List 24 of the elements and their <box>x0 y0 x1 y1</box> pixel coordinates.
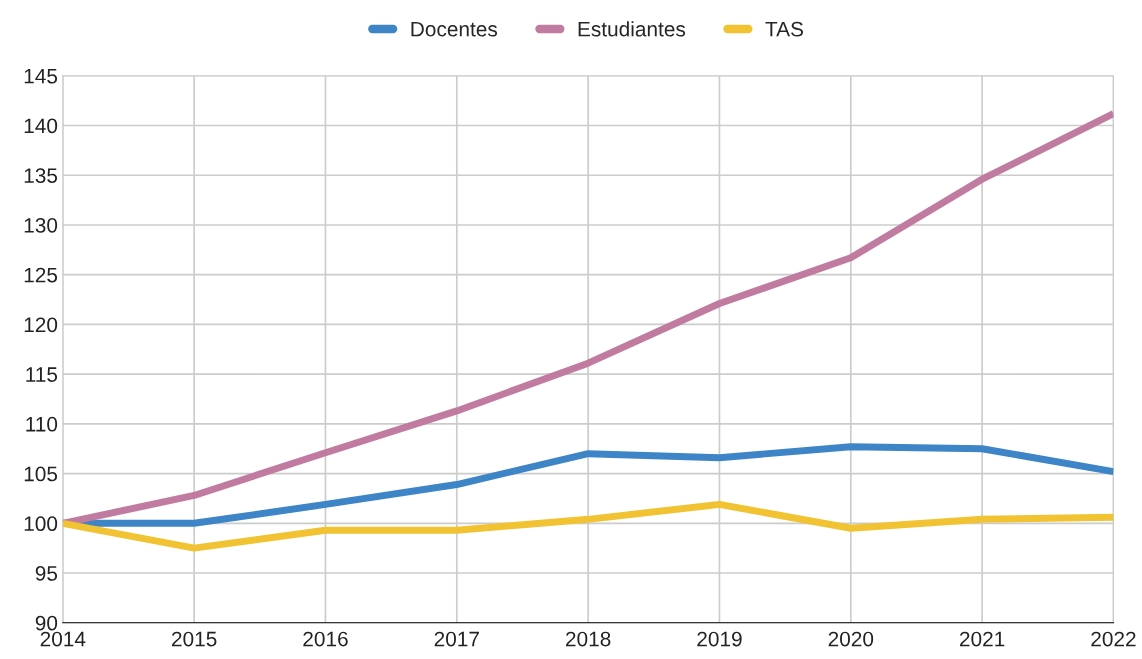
y-tick-label: 100 <box>24 516 58 532</box>
y-tick-label: 120 <box>24 317 58 333</box>
y-tick-label: 135 <box>24 168 58 183</box>
y-tick-label: 145 <box>24 69 58 84</box>
x-tick-label: 2022 <box>1091 631 1136 647</box>
y-tick-label: 115 <box>26 367 58 382</box>
x-tick-label: 2017 <box>434 631 479 647</box>
y-tick-label: 125 <box>24 267 58 283</box>
x-tick-label: 2014 <box>40 631 86 647</box>
x-tick-label: 2020 <box>828 631 874 647</box>
y-tick-label: 95 <box>35 566 58 581</box>
legend-label: TAS <box>765 21 804 37</box>
legend-label: Estudiantes <box>578 21 686 37</box>
x-tick-label: 2019 <box>697 631 742 647</box>
y-tick-label: 110 <box>26 416 58 432</box>
legend-label: Docentes <box>411 21 498 37</box>
y-tick-label: 105 <box>24 466 58 482</box>
y-tick-label: 140 <box>24 118 58 134</box>
x-tick-label: 2015 <box>172 631 217 647</box>
x-tick-label: 2016 <box>303 631 348 647</box>
x-tick-label: 2018 <box>566 631 611 647</box>
y-tick-label: 90 <box>35 615 58 631</box>
x-tick-label: 2021 <box>960 631 1005 647</box>
y-tick-label: 130 <box>24 217 58 233</box>
